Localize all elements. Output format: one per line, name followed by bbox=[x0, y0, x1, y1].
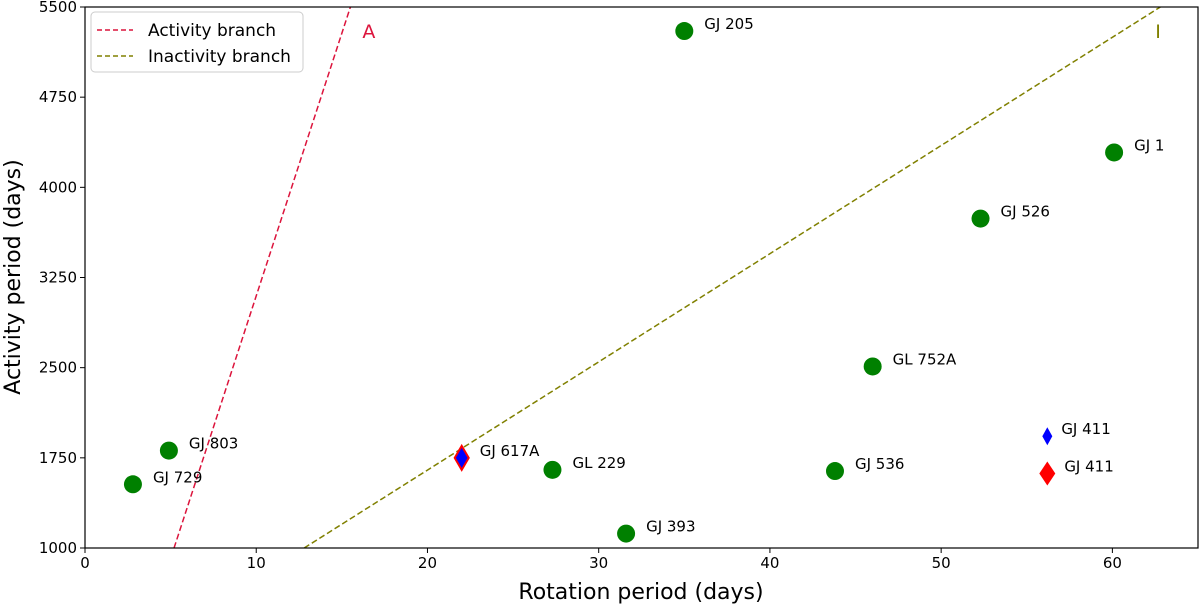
point-label-gj-393: GJ 393 bbox=[646, 518, 695, 536]
point-label-gj-536: GJ 536 bbox=[855, 455, 904, 473]
point-label-gj-729: GJ 729 bbox=[153, 468, 202, 486]
point-label-gj-803: GJ 803 bbox=[189, 435, 238, 453]
point-gj-803 bbox=[159, 441, 178, 460]
x-axis-title: Rotation period (days) bbox=[518, 580, 763, 605]
y-tick-label: 4000 bbox=[39, 178, 77, 196]
point-label-gj-617a: GJ 617A bbox=[480, 442, 540, 460]
point-gj-617a bbox=[453, 443, 470, 472]
point-gl-229 bbox=[543, 460, 562, 479]
y-axis-title: Activity period (days) bbox=[1, 159, 26, 394]
point-label-gj-526: GJ 526 bbox=[1001, 203, 1050, 221]
x-tick-label: 60 bbox=[1103, 554, 1122, 572]
point-gj-526 bbox=[971, 209, 990, 228]
y-tick-label: 1750 bbox=[39, 449, 77, 467]
y-tick-label: 5500 bbox=[39, 0, 77, 16]
x-tick-label: 50 bbox=[932, 554, 951, 572]
y-tick-label: 2500 bbox=[39, 359, 77, 377]
point-label-gj-411: GJ 411 bbox=[1064, 457, 1113, 475]
legend: Activity branch Inactivity branch bbox=[90, 11, 304, 73]
y-tick-label: 1000 bbox=[39, 539, 77, 557]
point-label-gj-411: GJ 411 bbox=[1061, 420, 1110, 438]
x-tick-label: 20 bbox=[418, 554, 437, 572]
legend-label-activity-branch: Activity branch bbox=[148, 21, 276, 41]
point-gj-1 bbox=[1105, 143, 1124, 162]
point-gj-411-blue bbox=[1042, 427, 1053, 446]
point-label-gl-752a: GL 752A bbox=[893, 350, 957, 368]
inactivity-branch-line bbox=[303, 7, 1161, 548]
point-label-gj-1: GJ 1 bbox=[1134, 136, 1164, 154]
x-tick-label: 40 bbox=[760, 554, 779, 572]
point-gj-205 bbox=[675, 22, 694, 41]
activity-branch-line bbox=[173, 7, 352, 548]
point-gj-393 bbox=[617, 524, 636, 543]
activity-branch-tag: A bbox=[362, 21, 375, 43]
x-tick-label: 0 bbox=[80, 554, 90, 572]
legend-label-inactivity-branch: Inactivity branch bbox=[148, 47, 291, 67]
branch-lines bbox=[173, 7, 1161, 548]
point-label-gl-229: GL 229 bbox=[572, 454, 625, 472]
legend-box bbox=[90, 11, 304, 73]
data-points: GJ 205 GJ 1 GJ 526 GL 752A GJ 803 GJ 729 GL 22… bbox=[123, 15, 1164, 543]
y-tick-label: 4750 bbox=[39, 88, 77, 106]
point-gj-536 bbox=[825, 462, 844, 481]
x-tick-label: 10 bbox=[247, 554, 266, 572]
y-tick-label: 3250 bbox=[39, 269, 77, 287]
axes: A I 0 10 20 30 40 50 60 1000 1750 2500 3250 4000 4750 5… bbox=[39, 0, 1199, 572]
point-gl-752a bbox=[863, 357, 882, 376]
point-label-gj-205: GJ 205 bbox=[704, 15, 753, 33]
point-gj-411-red bbox=[1039, 461, 1056, 486]
point-gj-729 bbox=[123, 475, 142, 494]
x-tick-label: 30 bbox=[589, 554, 608, 572]
inactivity-branch-tag: I bbox=[1155, 21, 1161, 43]
